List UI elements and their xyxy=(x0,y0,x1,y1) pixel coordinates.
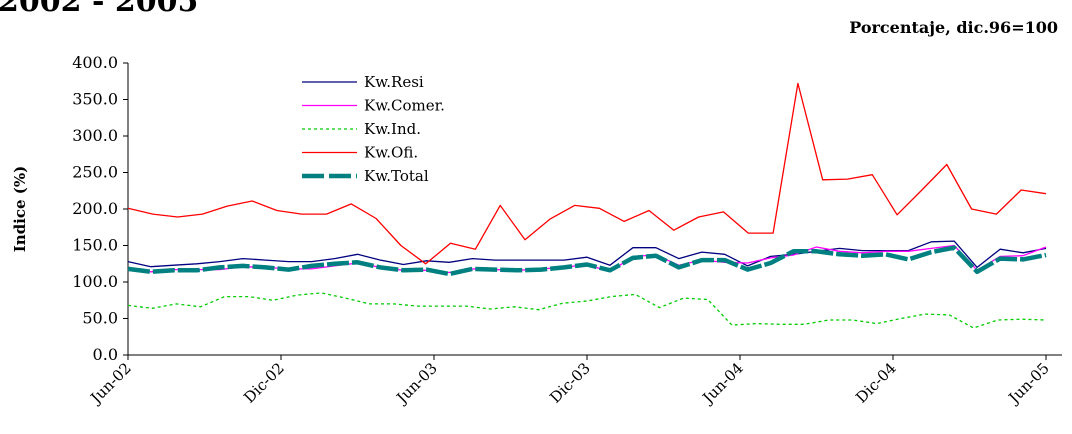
x-tick-label: Jun-02 xyxy=(86,359,135,408)
y-tick-label: 100.0 xyxy=(72,272,118,291)
legend-label: Kw.Comer. xyxy=(364,97,445,115)
legend-label: Kw.Total xyxy=(364,167,429,185)
legend-label: Kw.Ofi. xyxy=(364,144,418,162)
legend-label: Kw.Resi xyxy=(364,73,424,91)
x-tick-label: Dic-04 xyxy=(852,359,900,407)
y-tick-label: 350.0 xyxy=(72,90,118,109)
chart-title: 2002 - 2005 xyxy=(0,0,199,19)
series-line-kwresi xyxy=(127,240,1047,269)
x-tick-label: Jun-05 xyxy=(1004,359,1053,408)
chart-subtitle: Porcentaje, dic.96=100 xyxy=(849,18,1058,37)
x-tick-label: Dic-02 xyxy=(240,359,288,407)
x-tick-label: Jun-04 xyxy=(698,359,747,408)
y-tick-label: 200.0 xyxy=(72,199,118,218)
y-tick-label: 150.0 xyxy=(72,236,118,255)
y-axis-label: Indice (%) xyxy=(11,166,29,252)
series-line-kwofi xyxy=(127,82,1047,265)
series-line-kwind xyxy=(127,292,1047,329)
y-tick-label: 400.0 xyxy=(72,53,118,72)
y-tick-label: 300.0 xyxy=(72,126,118,145)
y-tick-label: 50.0 xyxy=(82,309,118,328)
y-tick-label: 0.0 xyxy=(93,345,118,364)
series-line-kwtotal xyxy=(127,245,1047,277)
x-tick-label: Dic-03 xyxy=(546,359,594,407)
x-tick-label: Jun-03 xyxy=(392,359,441,408)
legend-label: Kw.Ind. xyxy=(364,120,421,138)
y-tick-label: 250.0 xyxy=(72,163,118,182)
